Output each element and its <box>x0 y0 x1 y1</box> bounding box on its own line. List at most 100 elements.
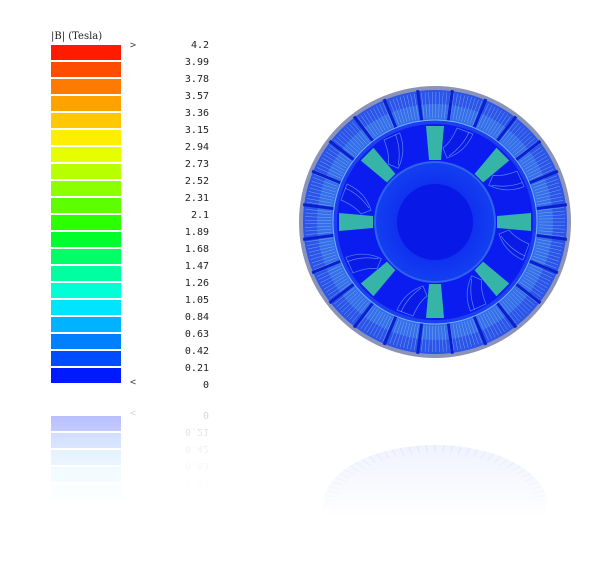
flux-rib <box>426 126 444 160</box>
legend-swatch <box>51 283 121 300</box>
rotor-pole <box>345 253 396 297</box>
legend-swatch <box>51 249 121 266</box>
legend-swatch <box>51 45 121 62</box>
legend-swatch <box>51 130 121 147</box>
magnet-pocket <box>345 253 382 274</box>
magnet-pocket <box>498 229 530 261</box>
legend-tick-label: 1.47 <box>184 261 209 272</box>
legend-tick-label: 2.94 <box>184 142 209 153</box>
stator-slot-divider <box>472 315 488 346</box>
stator-slot-divider <box>495 115 518 142</box>
legend-swatch <box>51 266 121 283</box>
legend-swatch <box>51 300 121 317</box>
legend-tick-label: 1.89 <box>184 227 209 238</box>
rotor-pole <box>474 147 525 191</box>
stator-slot-divider <box>416 322 424 355</box>
stator-slot-divider <box>515 282 542 305</box>
legend-tick-label: 3.57 <box>184 91 209 102</box>
stator-slot-divider <box>495 302 518 329</box>
legend-swatch <box>51 351 121 368</box>
stator-slot-divider <box>382 315 398 346</box>
stator-slot-divider <box>328 282 355 305</box>
legend-swatch <box>51 62 121 79</box>
flux-line <box>470 278 475 310</box>
stator-slot-divider <box>472 98 488 129</box>
stator-slot-divider <box>302 203 335 211</box>
flux-rib <box>497 213 531 231</box>
legend-tick-label: 2.1 <box>190 210 209 221</box>
rotor-pole <box>426 126 474 160</box>
stator-slot-divider <box>311 169 342 185</box>
stator-slot-divider <box>528 259 559 275</box>
legend-swatch <box>51 334 121 351</box>
rotor-pole <box>360 132 404 183</box>
flux-line <box>400 287 422 313</box>
stator-slot-divider <box>311 259 342 275</box>
legend-top-marker: > <box>130 40 137 51</box>
magnet-pocket <box>466 275 487 312</box>
magnet-pocket <box>396 285 428 317</box>
stator-slot-divider <box>446 89 454 122</box>
stator-slot-divider <box>352 115 375 142</box>
legend-tick-label: 0.21 <box>184 363 209 374</box>
stator-slot-divider <box>528 169 559 185</box>
legend-swatch <box>51 317 121 334</box>
flux-line <box>448 131 470 157</box>
legend-tick-label: 3.36 <box>184 108 209 119</box>
legend-tick-label: 3.15 <box>184 125 209 136</box>
flux-line <box>347 257 379 262</box>
magnet-pocket <box>340 183 372 215</box>
stator-slot-divider <box>328 139 355 162</box>
flux-line <box>344 187 370 209</box>
stator-slot-divider <box>302 233 335 241</box>
legend-tick-label: 2.73 <box>184 159 209 170</box>
legend-tick-label: 2.52 <box>184 176 209 187</box>
rotor-pole <box>396 284 444 318</box>
flux-rib <box>339 213 373 231</box>
flux-rib <box>426 284 444 318</box>
flux-line <box>500 235 526 257</box>
legend-tick-label: 0.63 <box>184 329 209 340</box>
legend-tick-label: 1.05 <box>184 295 209 306</box>
magnet-pocket <box>383 132 404 169</box>
flux-rib <box>474 261 510 297</box>
legend-tick-label: 4.2 <box>190 40 209 51</box>
flux-rib <box>474 147 510 183</box>
flux-rib <box>360 147 396 183</box>
legend-tick-label: 1.26 <box>184 278 209 289</box>
legend-tick-label: 0 <box>202 380 209 391</box>
rotor-pole <box>466 261 510 312</box>
stator-slot-divider <box>416 89 424 122</box>
legend-swatch <box>51 164 121 181</box>
legend-swatch <box>51 198 121 215</box>
flux-rib <box>360 261 396 297</box>
stator-slot-divider <box>352 302 375 329</box>
stator-slot-divider <box>515 139 542 162</box>
field-legend: |B| (Tesla) > < 4.2 3.99 3.78 3.57 3.36 3.15 2… <box>0 0 230 400</box>
stator-slot-divider <box>446 322 454 355</box>
legend-tick-label: 0.84 <box>184 312 209 323</box>
legend-tick-label: 3.99 <box>184 57 209 68</box>
legend-swatch <box>51 147 121 164</box>
legend-tick-label: 0.42 <box>184 346 209 357</box>
legend-swatch <box>51 368 121 385</box>
stator-slot-divider <box>535 233 568 241</box>
legend-swatch <box>51 79 121 96</box>
legend-title: |B| (Tesla) <box>51 31 103 42</box>
magnet-pocket <box>442 127 474 159</box>
legend-bottom-marker: < <box>130 377 137 388</box>
reflection-fade <box>0 395 606 569</box>
legend-tick-label: 2.31 <box>184 193 209 204</box>
legend-tick-label: 1.68 <box>184 244 209 255</box>
legend-swatch <box>51 232 121 249</box>
flux-line <box>491 182 523 187</box>
legend-swatch <box>51 96 121 113</box>
legend-tick-label: 3.78 <box>184 74 209 85</box>
stator-slot-divider <box>535 203 568 211</box>
magnet-pocket <box>488 170 525 191</box>
motor-cross-section <box>299 86 571 358</box>
flux-line <box>395 134 400 166</box>
rotor-pole <box>497 213 531 261</box>
shaft <box>397 184 473 260</box>
legend-swatch <box>51 215 121 232</box>
